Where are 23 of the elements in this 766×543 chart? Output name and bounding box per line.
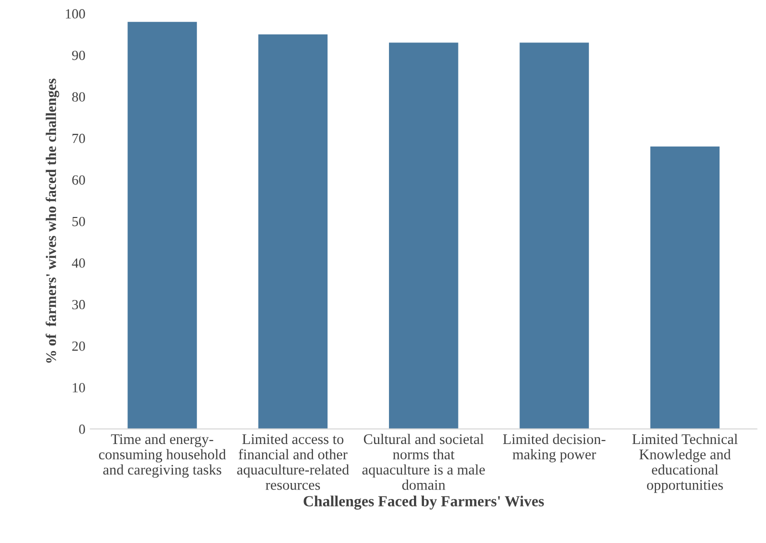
- y-tick-label: 60: [72, 175, 85, 185]
- bar: [128, 22, 197, 429]
- bar: [520, 42, 589, 429]
- x-tick-label: Time and energy-consuming household and caregiving tasks: [99, 434, 226, 478]
- x-tick-label: Limited access to financial and other aquaculture-related resources: [237, 434, 350, 490]
- x-tick-label: Cultural and societal norms that aquaculture is a male domain: [362, 434, 485, 490]
- y-tick-label: 70: [72, 134, 85, 144]
- y-tick-label: 100: [66, 9, 85, 19]
- bar: [388, 42, 458, 429]
- x-axis-title: Challenges Faced by Farmers' Wives: [304, 496, 544, 510]
- bar: [258, 34, 328, 429]
- bar: [650, 146, 720, 429]
- y-tick-label: 10: [72, 383, 85, 392]
- y-axis-title: % of farmers' wives who faced the challenges: [46, 78, 60, 363]
- y-tick-label: 90: [72, 50, 85, 60]
- y-tick-label: 20: [72, 341, 85, 351]
- x-tick-label: Limited decision-making power: [503, 434, 606, 462]
- y-tick-label: 0: [79, 424, 85, 434]
- y-tick-label: 50: [72, 216, 85, 226]
- x-tick-label: Limited Technical Knowledge and educational opportunities: [632, 434, 738, 493]
- y-tick-label: 30: [72, 300, 85, 310]
- y-tick-label: 80: [72, 92, 85, 102]
- y-tick-label: 40: [72, 258, 85, 268]
